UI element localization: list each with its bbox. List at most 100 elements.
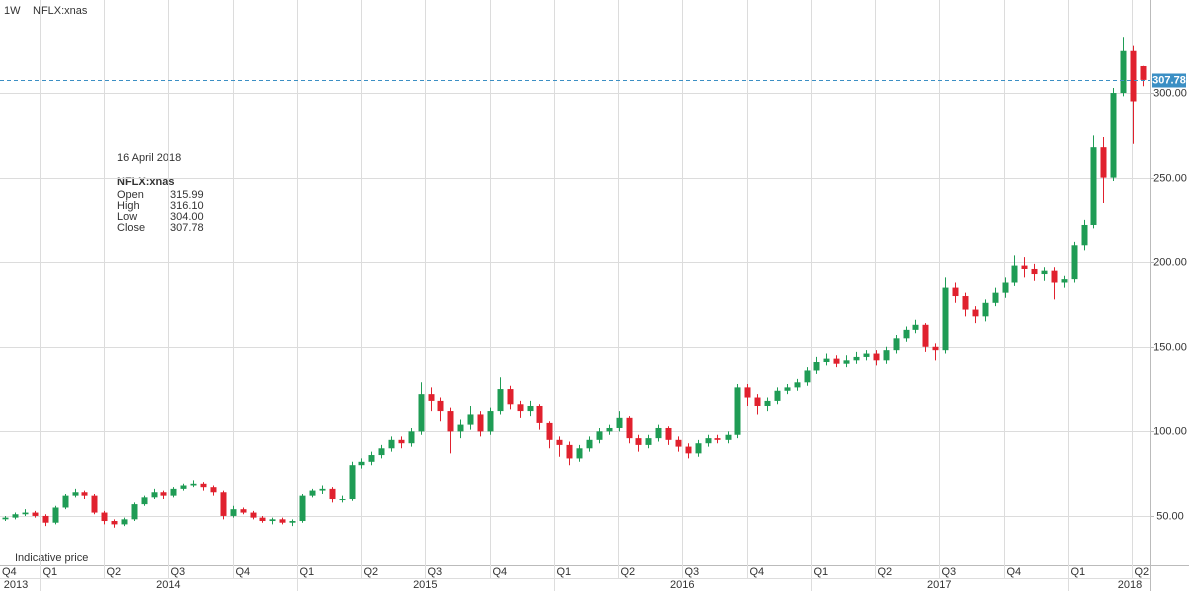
x-tick-label: Q1 <box>1071 566 1086 578</box>
candle-body <box>536 405 543 423</box>
last-price-box <box>1152 73 1186 88</box>
x-tick-label: Q2 <box>878 566 893 578</box>
candle-body <box>922 324 929 347</box>
candle-body <box>160 492 167 496</box>
candle-body <box>62 495 69 508</box>
candle-body <box>487 411 494 432</box>
candle-body <box>141 497 148 505</box>
candle-body <box>220 492 227 516</box>
tooltip-symbol: NFLX:xnas <box>117 176 174 188</box>
candle-body <box>368 455 375 462</box>
candle-body <box>903 329 910 339</box>
candle-body <box>349 465 356 500</box>
candle-body <box>942 287 949 351</box>
candle-body <box>170 488 177 496</box>
candle-body <box>1061 279 1068 283</box>
candle-body <box>626 417 633 439</box>
candle-body <box>1081 224 1088 246</box>
x-tick-label: Q3 <box>171 566 186 578</box>
candle-body <box>517 404 524 412</box>
candle-body <box>714 438 721 440</box>
candle-body <box>329 488 336 500</box>
tooltip-value: 316.10 <box>170 200 204 212</box>
candle-body <box>764 400 771 406</box>
candle-body <box>289 521 296 523</box>
candle-body <box>339 499 346 501</box>
candle-body <box>527 405 534 412</box>
candle-body <box>725 434 732 440</box>
year-label: 2013 <box>4 579 28 591</box>
candle-body <box>1041 270 1048 275</box>
last-price-label: 307.78 <box>1152 74 1186 86</box>
x-tick-label: Q2 <box>107 566 122 578</box>
candle-body <box>240 509 247 513</box>
candle-body <box>685 446 692 454</box>
candle-body <box>1130 50 1137 102</box>
year-label: 2017 <box>927 579 951 591</box>
candle-body <box>804 370 811 383</box>
x-tick-label: Q1 <box>557 566 572 578</box>
candle-body <box>823 358 830 363</box>
candle-body <box>477 414 484 432</box>
x-tick-label: Q3 <box>942 566 957 578</box>
candle-body <box>616 417 623 428</box>
candle-body <box>1110 93 1117 178</box>
candle-body <box>101 512 108 522</box>
candle-body <box>596 431 603 440</box>
candle-body <box>843 360 850 364</box>
candle-body <box>744 387 751 398</box>
tooltip-value: 304.00 <box>170 211 204 223</box>
candle-body <box>1071 245 1078 280</box>
x-tick-label: Q4 <box>236 566 251 578</box>
candle-body <box>358 461 365 466</box>
candle-body <box>52 507 59 523</box>
y-tick-label: 100.00 <box>1153 425 1187 437</box>
candle-body <box>1021 265 1028 269</box>
candle-body <box>1011 265 1018 283</box>
tooltip-value: 315.99 <box>170 189 204 201</box>
x-tick-label: Q3 <box>428 566 443 578</box>
candle-body <box>319 488 326 491</box>
x-tick-label: Q2 <box>1135 566 1150 578</box>
candle-body <box>467 414 474 425</box>
candle-body <box>210 487 217 493</box>
x-tick-label: Q3 <box>685 566 700 578</box>
candle-body <box>1120 50 1127 94</box>
candle-body <box>180 485 187 489</box>
candle-body <box>734 387 741 435</box>
tooltip-date: 16 April 2018 <box>117 152 181 164</box>
candle-body <box>566 444 573 459</box>
grid-layer <box>0 0 1150 565</box>
candle-body <box>408 431 415 444</box>
candle-body <box>12 514 19 518</box>
candle-body <box>32 512 39 516</box>
candle-body <box>635 438 642 445</box>
candle-body <box>932 346 939 351</box>
candle-body <box>873 353 880 361</box>
tooltip-value: 307.78 <box>170 222 204 234</box>
candle-body <box>912 324 919 330</box>
candle-body <box>91 495 98 513</box>
candle-body <box>1140 65 1147 80</box>
candle-body <box>497 389 504 412</box>
x-tick-label: Q4 <box>750 566 765 578</box>
candle-body <box>982 302 989 317</box>
x-tick-label: Q1 <box>300 566 315 578</box>
x-tick-label: Q4 <box>1007 566 1022 578</box>
candle-body <box>190 483 197 486</box>
y-tick-label: 50.00 <box>1156 510 1184 522</box>
tooltip-label: Close <box>117 222 145 234</box>
candle-body <box>705 438 712 444</box>
candle-body <box>695 443 702 454</box>
candle-body <box>2 517 9 520</box>
candle-body <box>962 296 969 310</box>
candle-body <box>299 495 306 522</box>
candle-body <box>418 394 425 432</box>
candle-body <box>250 512 257 518</box>
candle-body <box>813 362 820 371</box>
candle-body <box>230 509 237 516</box>
symbol: NFLX:xnas <box>33 5 88 17</box>
